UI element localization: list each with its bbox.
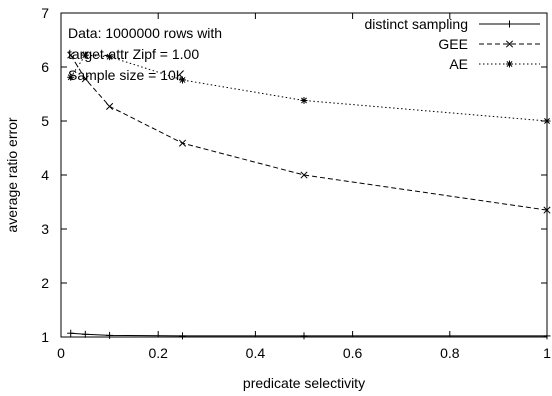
- y-tick-label: 5: [41, 113, 49, 129]
- x-tick-label: 1: [543, 345, 551, 361]
- legend-label: AE: [449, 56, 468, 72]
- data-point: [67, 329, 75, 337]
- y-tick-label: 4: [41, 167, 49, 183]
- x-tick-label: 0: [57, 345, 65, 361]
- data-point: [106, 331, 114, 339]
- legend: distinct sampling GEE AE: [365, 16, 540, 72]
- annotation-line: Data: 1000000 rows with: [68, 25, 222, 41]
- y-tick-label: 2: [41, 275, 49, 291]
- data-point: [67, 51, 75, 59]
- y-tick-label: 3: [41, 221, 49, 237]
- series-group: [67, 51, 551, 340]
- series-line-2: [70, 54, 548, 211]
- data-point: [81, 51, 89, 59]
- legend-marker: [505, 40, 514, 48]
- data-point: [178, 139, 187, 147]
- x-axis-label: predicate selectivity: [243, 375, 365, 391]
- data-point: [543, 332, 551, 340]
- axis-ticks: 0 0.2 0.4 0.6 0.8 1 1 2 3 4 5 6 7: [41, 5, 551, 361]
- annotation-line: target-attr Zipf = 1.00: [68, 46, 199, 62]
- legend-marker: [506, 20, 513, 28]
- legend-marker: [506, 60, 513, 68]
- data-point: [300, 171, 308, 179]
- data-point: [106, 102, 114, 110]
- y-axis-label: average ratio error: [4, 117, 20, 233]
- x-tick-label: 0.6: [343, 345, 363, 361]
- legend-label: GEE: [438, 36, 468, 52]
- data-point: [543, 117, 551, 125]
- y-tick-label: 7: [41, 5, 49, 21]
- data-point: [81, 330, 89, 338]
- x-tick-label: 0.2: [148, 345, 168, 361]
- data-point: [179, 76, 186, 84]
- y-tick-label: 6: [41, 59, 49, 75]
- data-point: [81, 75, 89, 83]
- data-point: [106, 53, 114, 61]
- legend-label: distinct sampling: [365, 16, 469, 32]
- data-point: [179, 332, 186, 340]
- x-tick-label: 0.8: [440, 345, 460, 361]
- data-point: [543, 206, 551, 214]
- series-line-1: [70, 332, 547, 337]
- series-line-3: [70, 54, 548, 122]
- data-point: [67, 73, 75, 81]
- x-tick-label: 0.4: [246, 345, 266, 361]
- annotation: Data: 1000000 rows with target-attr Zipf …: [68, 25, 222, 83]
- data-point: [300, 96, 308, 104]
- y-tick-label: 1: [41, 329, 49, 345]
- data-point: [300, 332, 308, 340]
- annotation-line: Sample size = 10K: [68, 67, 186, 83]
